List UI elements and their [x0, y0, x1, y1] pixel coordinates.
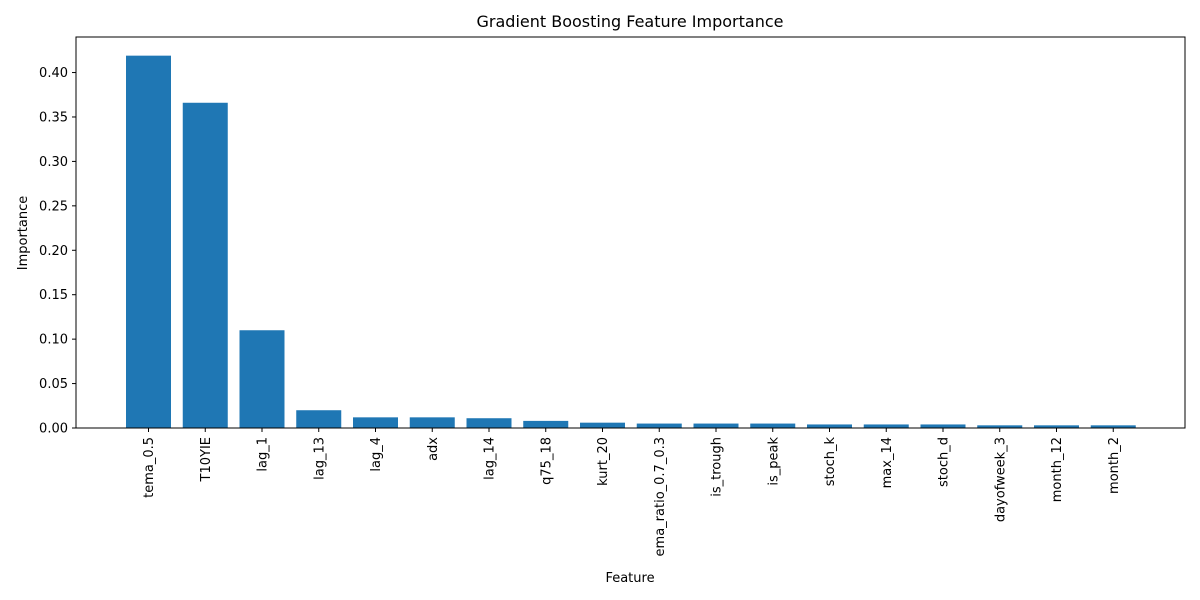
- x-tick-label: lag_1: [256, 437, 271, 472]
- x-tick-label: T10YIE: [199, 437, 214, 482]
- bar: [523, 420, 569, 428]
- bar: [1034, 425, 1079, 428]
- x-tick-label: lag_4: [369, 437, 384, 472]
- y-tick-label: 0.25: [39, 199, 68, 214]
- y-tick-label: 0.30: [39, 155, 68, 170]
- y-tick-label: 0.35: [39, 110, 68, 125]
- x-axis-label: Feature: [605, 571, 654, 586]
- bar: [182, 102, 228, 428]
- x-tick-label: is_trough: [710, 437, 725, 497]
- bar: [409, 417, 455, 428]
- bar: [693, 423, 739, 428]
- y-tick-label: 0.40: [39, 66, 68, 81]
- x-tick-label: tema_0.5: [142, 437, 157, 498]
- x-tick-label: kurt_20: [596, 437, 611, 486]
- bar: [1090, 425, 1136, 428]
- x-tick-label: lag_13: [312, 437, 327, 480]
- bars: [126, 55, 1136, 428]
- x-axis-ticks: tema_0.5 T10YIE lag_1 lag_13 lag_4 adx lag_14 q…: [142, 428, 1122, 556]
- y-tick-label: 0.05: [39, 377, 68, 392]
- bar: [353, 417, 398, 428]
- bar: [750, 423, 796, 428]
- chart-title: Gradient Boosting Feature Importance: [477, 12, 784, 31]
- y-axis-label: Importance: [16, 196, 31, 271]
- x-tick-label: stoch_d: [937, 437, 952, 487]
- bar: [807, 424, 852, 428]
- plot-frame: [75, 36, 1186, 429]
- y-tick-label: 0.00: [39, 422, 68, 437]
- x-tick-label: max_14: [880, 437, 895, 488]
- bar: [920, 424, 966, 428]
- x-tick-label: q75_18: [539, 437, 554, 485]
- y-axis-ticks: 0.00 0.05 0.10 0.15 0.20 0.25 0.30 0.35 0.40: [39, 66, 76, 437]
- bar: [466, 418, 512, 428]
- x-tick-label: adx: [426, 437, 441, 461]
- x-tick-label: month_2: [1107, 437, 1122, 494]
- bar: [977, 425, 1023, 428]
- x-tick-label: is_peak: [766, 437, 781, 486]
- y-tick-label: 0.10: [39, 333, 68, 348]
- x-tick-label: dayofweek_3: [993, 437, 1008, 522]
- bar: [126, 55, 171, 428]
- bar: [296, 410, 342, 428]
- x-tick-label: stoch_k: [823, 437, 838, 487]
- bar: [863, 424, 909, 428]
- bar: [239, 330, 285, 428]
- bar: [580, 422, 625, 428]
- x-tick-label: lag_14: [483, 437, 498, 480]
- x-tick-label: month_12: [1050, 437, 1065, 502]
- y-tick-label: 0.15: [39, 288, 68, 303]
- x-tick-label: ema_ratio_0.7_0.3: [653, 437, 668, 556]
- bar: [636, 423, 682, 428]
- y-tick-label: 0.20: [39, 244, 68, 259]
